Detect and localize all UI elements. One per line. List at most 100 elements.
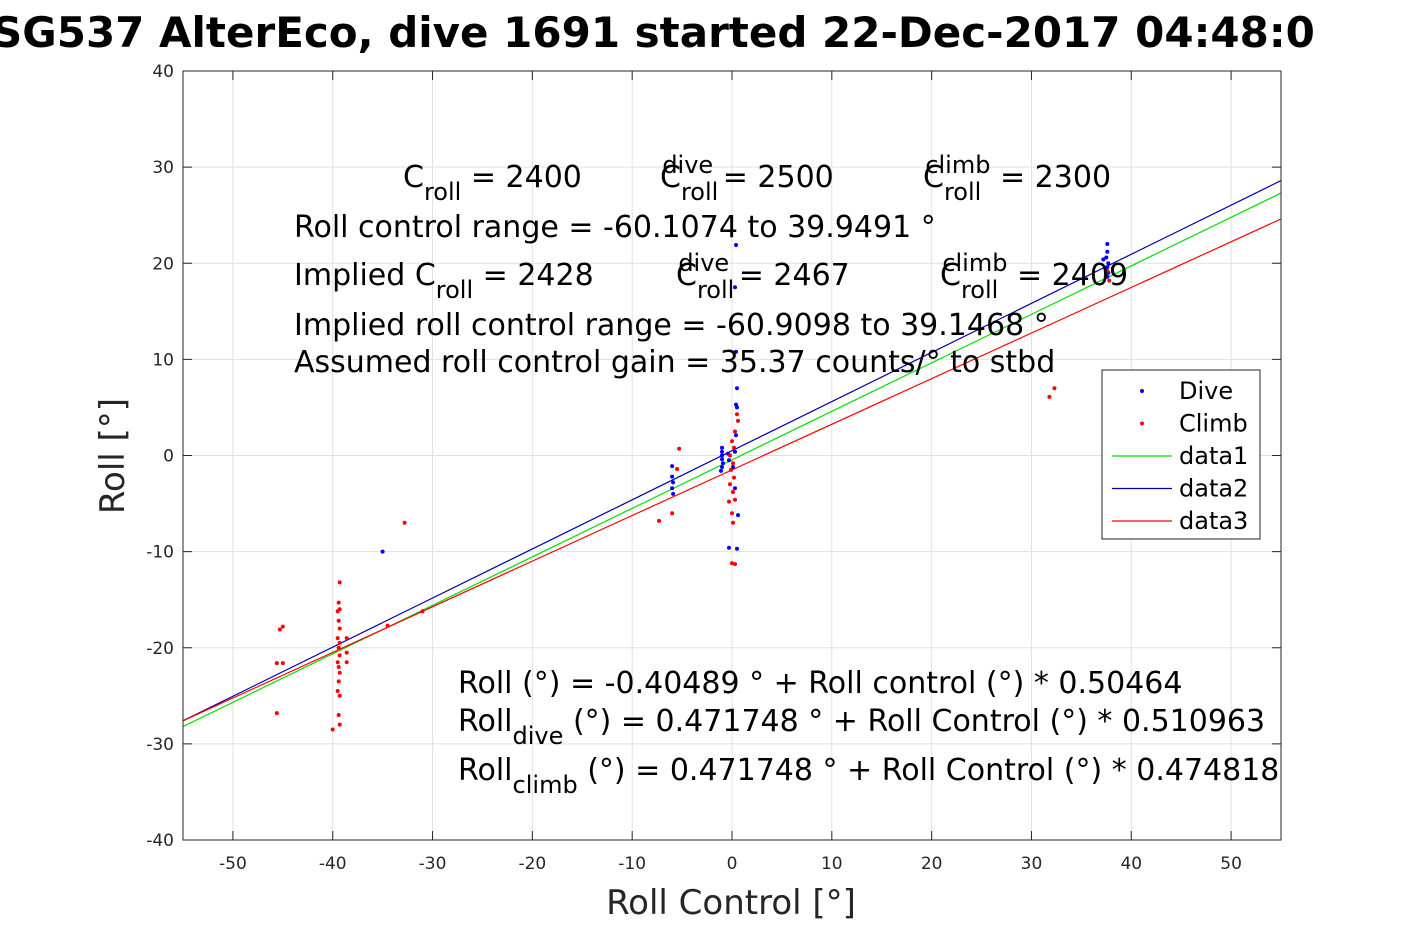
- data-point-dive: [735, 405, 739, 410]
- data-point-climb: [335, 660, 340, 665]
- annotation-top-4-part-1: roll: [436, 276, 473, 304]
- x-tick-label: 0: [727, 854, 738, 874]
- annotation-top-7-part-0: Implied roll control range = -60.9098 to…: [294, 308, 1049, 343]
- data-point-dive: [1105, 242, 1110, 246]
- data-point-climb: [735, 412, 739, 417]
- legend-box: [1101, 369, 1261, 540]
- x-tick-label: 50: [1220, 854, 1242, 874]
- data-point-climb: [337, 653, 342, 658]
- data-point-dive: [720, 449, 724, 454]
- annotation-bottom-0-part-0: Roll (°) = -0.40489 ° + Roll control (°)…: [458, 666, 1182, 701]
- data-point-climb: [733, 429, 737, 434]
- y-tick-label: -40: [146, 831, 174, 851]
- data-point-climb: [336, 665, 341, 669]
- y-tick-label: -10: [146, 543, 174, 563]
- data-point-dive: [720, 445, 724, 450]
- annotation-top-5-part-2: dive: [678, 249, 729, 277]
- y-tick-label: -30: [146, 735, 174, 755]
- data-point-dive: [1101, 257, 1106, 262]
- x-tick-label: -30: [419, 854, 447, 874]
- annotation-top-5-part-0: C: [676, 258, 697, 293]
- annotation-top-3-part-0: Roll control range = -60.1074 to 39.9491…: [294, 210, 936, 245]
- annotation-bottom-1-part-2: (°) = 0.471748 ° + Roll Control (°) * 0.…: [563, 704, 1265, 739]
- data-point-climb: [1107, 278, 1112, 283]
- annotation-top-2-part-3: = 2300: [990, 160, 1111, 195]
- data-point-climb: [337, 722, 342, 727]
- data-point-climb: [344, 636, 349, 641]
- data-point-climb: [385, 623, 390, 628]
- data-point-dive: [1104, 255, 1109, 260]
- data-point-climb: [402, 520, 407, 525]
- annotation-top-8-part-0: Assumed roll control gain = 35.37 counts…: [294, 345, 1055, 380]
- data-point-climb: [337, 670, 342, 675]
- data-point-dive: [733, 449, 737, 454]
- annotation-bottom-1: Rolldive (°) = 0.471748 ° + Roll Control…: [458, 704, 1265, 750]
- data-point-climb: [728, 453, 732, 458]
- data-point-climb: [675, 467, 680, 471]
- legend: Dive Climb data1 data2 data3: [1101, 369, 1261, 540]
- annotation-top-0-part-2: = 2400: [461, 160, 582, 195]
- annotation-top-6-part-0: C: [940, 258, 961, 293]
- x-tick-label: -40: [319, 854, 347, 874]
- data-point-dive: [734, 433, 738, 438]
- data-point-climb: [335, 689, 340, 693]
- data-point-climb: [1047, 394, 1052, 399]
- annotation-top-1-part-1: roll: [681, 178, 718, 206]
- data-point-climb: [344, 660, 349, 665]
- data-point-climb: [280, 661, 285, 666]
- data-point-climb: [731, 520, 735, 525]
- data-point-climb: [733, 497, 737, 502]
- data-point-climb: [736, 418, 740, 423]
- data-point-climb: [727, 499, 731, 504]
- data-point-climb: [336, 645, 341, 650]
- data-point-climb: [1052, 386, 1057, 391]
- x-tick-label: -50: [219, 854, 247, 874]
- annotation-top-5-part-3: = 2467: [729, 258, 850, 293]
- y-tick-label: 20: [152, 254, 174, 274]
- data-point-dive: [733, 285, 737, 290]
- data-point-climb: [335, 609, 340, 614]
- data-point-dive: [1105, 265, 1110, 270]
- annotation-bottom-2-part-0: Roll: [458, 753, 513, 788]
- x-axis-label: Roll Control [°]: [606, 883, 856, 923]
- annotation-top-3: Roll control range = -60.1074 to 39.9491…: [294, 210, 936, 245]
- data-point-dive: [1105, 249, 1110, 254]
- data-point-climb: [732, 475, 736, 480]
- data-point-dive: [1106, 261, 1111, 266]
- annotation-bottom-2: Rollclimb (°) = 0.471748 ° + Roll Contro…: [458, 753, 1279, 799]
- annotation-bottom-2-part-1: climb: [513, 771, 578, 799]
- legend-label-climb: Climb: [1179, 410, 1248, 438]
- data-point-climb: [336, 713, 341, 717]
- data-point-climb: [336, 618, 341, 623]
- series-line-data2: [182, 180, 1282, 722]
- annotation-top-1-part-2: dive: [662, 151, 713, 179]
- data-point-dive: [733, 486, 737, 491]
- annotations: Croll = 2400 Crolldive = 2500 Crollclimb =…: [294, 151, 1279, 799]
- annotation-top-6-part-2: climb: [942, 249, 1007, 277]
- data-point-dive: [727, 458, 731, 463]
- data-point-dive: [720, 465, 724, 469]
- x-tick-label: 30: [1021, 854, 1043, 874]
- data-point-climb: [337, 693, 342, 698]
- annotation-top-5-part-1: roll: [697, 276, 734, 304]
- data-point-climb: [657, 518, 662, 523]
- data-point-dive: [735, 386, 739, 391]
- data-point-climb: [728, 482, 732, 487]
- ticks: -50 -40 -30 -20 -10 0 10 20 30 40 50 -40 -30 -20 -10 0 1…: [146, 62, 1281, 874]
- data-point-climb: [733, 562, 737, 567]
- data-point-dive: [735, 546, 739, 551]
- data-point-dive: [721, 461, 725, 466]
- data-point-climb: [337, 580, 342, 585]
- chart-title: SG537 AlterEco, dive 1691 started 22-Dec…: [0, 8, 1315, 57]
- data-point-dive: [670, 464, 675, 469]
- annotation-top-6: Crollclimb = 2409: [940, 249, 1128, 304]
- data-point-climb: [277, 627, 282, 632]
- data-point-climb: [730, 511, 734, 516]
- annotation-top-5: Crolldive = 2467: [676, 249, 850, 304]
- legend-swatch-dive: [1140, 389, 1144, 393]
- x-tick-label: -20: [518, 854, 546, 874]
- data-point-climb: [731, 490, 735, 494]
- legend-label-data2: data2: [1179, 475, 1248, 503]
- chart-marks: [182, 180, 1282, 732]
